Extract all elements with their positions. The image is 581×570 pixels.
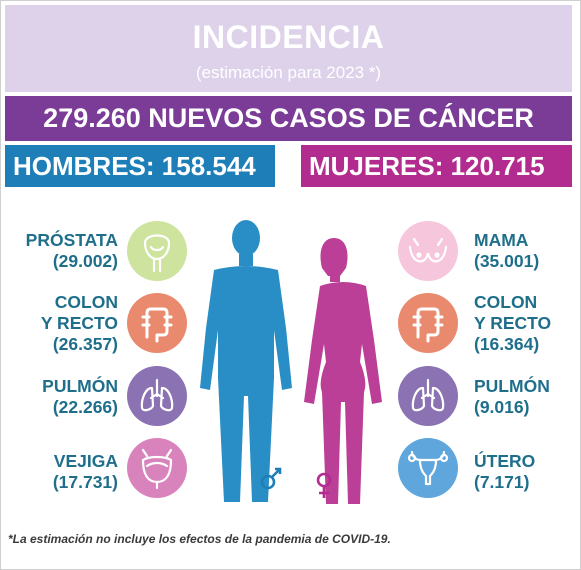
page-title: INCIDENCIA: [192, 19, 385, 55]
male-symbol-icon: [260, 467, 282, 490]
women-label-uterus: ÚTERO (7.171): [474, 451, 581, 493]
women-label-colon-count: (16.364): [474, 334, 540, 354]
women-label-breast: MAMA (35.001): [474, 230, 581, 272]
men-label-prostate-name: PRÓSTATA: [25, 230, 118, 250]
women-label-lung-name: PULMÓN: [474, 376, 550, 396]
colon-icon: [127, 293, 187, 353]
male-figure: [200, 220, 292, 502]
women-label-uterus-count: (7.171): [474, 472, 530, 492]
male-silhouette: [200, 220, 292, 502]
men-label-lung-name: PULMÓN: [42, 376, 118, 396]
men-label-colon-count: (26.357): [52, 334, 118, 354]
men-label-prostate-count: (29.002): [52, 251, 118, 271]
female-figure: [304, 238, 382, 504]
men-label-colon-name-2: Y RECTO: [40, 313, 118, 333]
total-cases-banner: 279.260 NUEVOS CASOS DE CÁNCER: [5, 96, 572, 141]
men-label-bladder-name: VEJIGA: [53, 451, 118, 471]
page-subtitle: (estimación para 2023 *): [195, 63, 382, 82]
female-symbol-icon: [316, 472, 332, 498]
women-label-colon: COLON Y RECTO (16.364): [474, 292, 581, 355]
men-label-bladder: VEJIGA (17.731): [8, 451, 118, 493]
men-label-prostate: PRÓSTATA (29.002): [8, 230, 118, 272]
women-label-lung: PULMÓN (9.016): [474, 376, 581, 418]
men-label-lung-count: (22.266): [52, 397, 118, 417]
women-label-breast-count: (35.001): [474, 251, 540, 271]
men-label-bladder-count: (17.731): [52, 472, 118, 492]
footnote: *La estimación no incluye los efectos de…: [8, 532, 391, 546]
women-total-banner: MUJERES: 120.715: [301, 145, 572, 187]
women-label-lung-count: (9.016): [474, 397, 530, 417]
men-total-banner: HOMBRES: 158.544: [5, 145, 275, 187]
women-label-colon-name-1: COLON: [474, 292, 538, 312]
men-label-colon-name-1: COLON: [54, 292, 118, 312]
breast-icon: [398, 221, 458, 281]
women-label-uterus-name: ÚTERO: [474, 451, 536, 471]
men-label-colon: COLON Y RECTO (26.357): [8, 292, 118, 355]
women-label-colon-name-2: Y RECTO: [474, 313, 552, 333]
lungs-icon: [127, 366, 187, 426]
header-panel: INCIDENCIA (estimación para 2023 *): [5, 5, 572, 92]
bladder-icon: [127, 438, 187, 498]
women-label-breast-name: MAMA: [474, 230, 529, 250]
men-label-lung: PULMÓN (22.266): [8, 376, 118, 418]
colon-icon: [398, 293, 458, 353]
lungs-icon: [398, 366, 458, 426]
prostate-icon: [127, 221, 187, 281]
female-silhouette: [304, 238, 382, 504]
uterus-icon: [398, 438, 458, 498]
